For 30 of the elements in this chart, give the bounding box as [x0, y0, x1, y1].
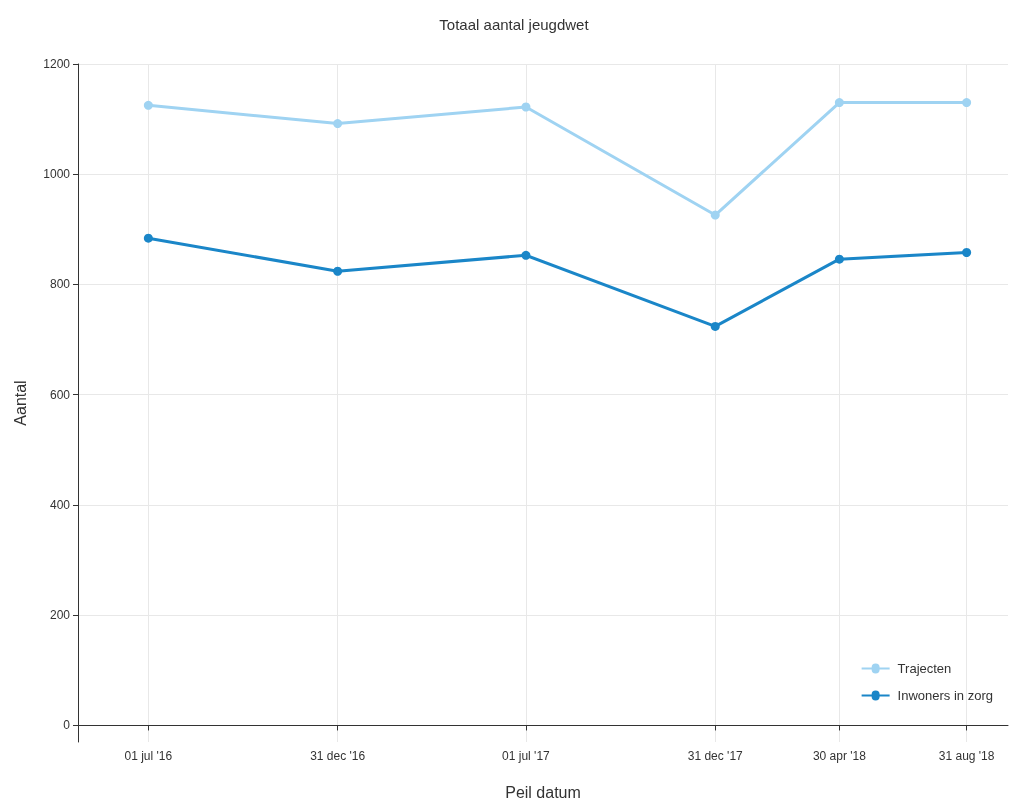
- point: [834, 98, 844, 108]
- x-tick-label: 31 dec '17: [687, 749, 744, 763]
- y-tick-label: 400: [49, 497, 71, 512]
- y-tick-label: 800: [49, 277, 71, 292]
- legend-label: Trajecten: [897, 661, 952, 676]
- point: [143, 233, 153, 243]
- point: [710, 321, 720, 331]
- point: [521, 250, 531, 260]
- point: [962, 98, 972, 108]
- x-tick-label: 01 jul '16: [124, 749, 173, 763]
- point: [521, 102, 531, 112]
- x-tick-label: 31 dec '16: [310, 749, 366, 763]
- chart-title: Totaal aantal jeugdwet: [439, 16, 590, 33]
- point: [710, 210, 720, 220]
- point: [333, 266, 343, 276]
- x-tick-label: 30 apr '18: [812, 749, 867, 763]
- y-tick-label: 200: [49, 608, 71, 623]
- x-tick-label: 01 jul '17: [502, 749, 551, 763]
- point: [834, 254, 844, 264]
- y-tick-label: 600: [49, 387, 71, 402]
- legend-label: Inwoners in zorg: [897, 688, 994, 703]
- x-axis-title: Peil datum: [505, 783, 581, 801]
- point: [333, 119, 343, 129]
- y-tick-label: 1200: [43, 57, 71, 71]
- point: [962, 248, 972, 258]
- y-axis-title: Aantal: [11, 380, 29, 426]
- point: [143, 100, 153, 110]
- x-tick-label: 31 aug '18: [938, 749, 995, 763]
- y-tick-label: 0: [63, 718, 71, 733]
- y-tick-label: 1000: [43, 167, 71, 182]
